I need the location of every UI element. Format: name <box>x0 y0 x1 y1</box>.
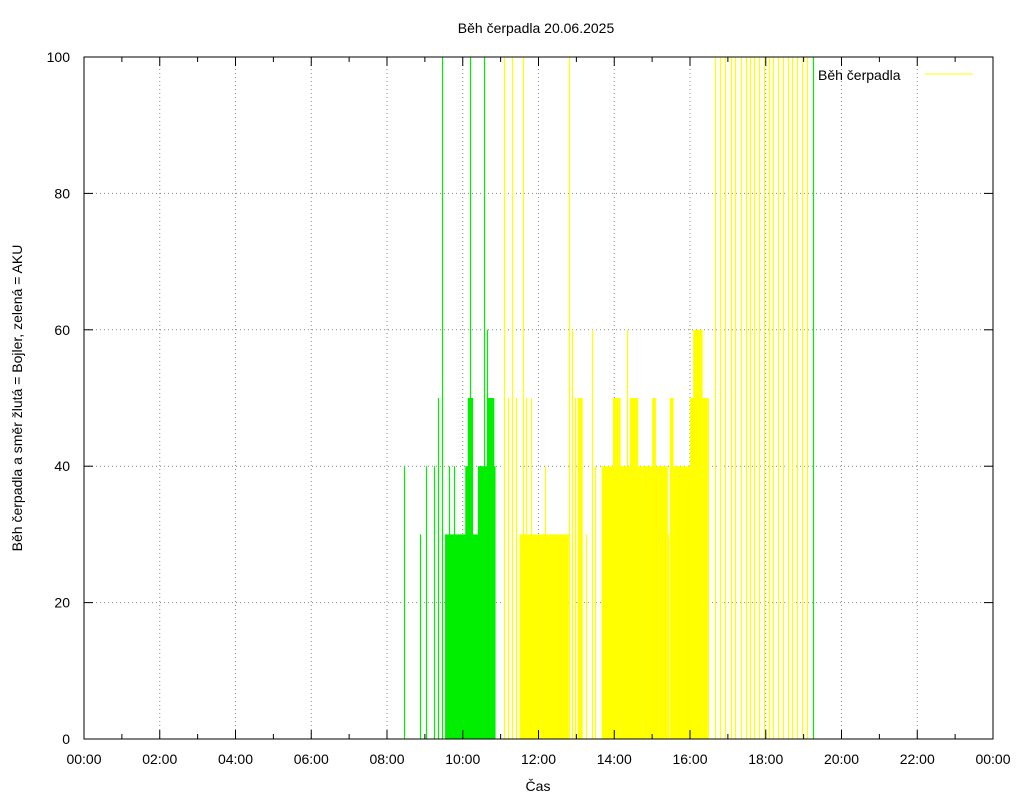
x-tick-label: 00:00 <box>975 751 1010 767</box>
bar-block <box>472 534 482 739</box>
bar-block <box>630 398 639 739</box>
legend-label: Běh čerpadla <box>818 67 901 83</box>
bar-block <box>519 534 542 739</box>
x-tick-label: 04:00 <box>218 751 253 767</box>
legend: Běh čerpadla <box>818 67 973 83</box>
x-tick-label: 12:00 <box>521 751 556 767</box>
x-tick-label: 02:00 <box>142 751 177 767</box>
x-tick-label: 14:00 <box>597 751 632 767</box>
chart-title: Běh čerpadla 20.06.2025 <box>458 20 615 36</box>
x-tick-label: 22:00 <box>900 751 935 767</box>
bar-layer <box>403 57 815 739</box>
x-tick-label: 06:00 <box>294 751 329 767</box>
bar-block <box>488 398 495 739</box>
y-axis-label: Běh čerpadla a směr žlutá = Bojler, zele… <box>9 245 25 552</box>
x-axis-label: Čas <box>526 778 551 794</box>
bar-block <box>658 466 668 739</box>
bar-block <box>541 534 548 739</box>
bar-block <box>673 466 690 739</box>
bar-block <box>459 534 467 739</box>
x-tick-label: 16:00 <box>672 751 707 767</box>
bar-block <box>547 534 569 739</box>
bar-block <box>652 398 656 739</box>
bar-block <box>642 466 659 739</box>
bar-block <box>693 329 703 739</box>
x-tick-label: 08:00 <box>369 751 404 767</box>
tick-layer: 00:00 02:00 04:00 06:00 08:00 10:00 12:00 14:00… <box>47 49 1011 767</box>
bar-block <box>445 534 462 739</box>
y-tick-label: 20 <box>54 595 70 611</box>
x-tick-label: 00:00 <box>66 751 101 767</box>
y-tick-label: 100 <box>47 49 71 65</box>
x-tick-label: 20:00 <box>824 751 859 767</box>
y-tick-label: 40 <box>54 458 70 474</box>
x-tick-label: 10:00 <box>445 751 480 767</box>
x-tick-label: 18:00 <box>748 751 783 767</box>
bar-block <box>612 398 621 739</box>
bar-block <box>601 466 613 739</box>
bar-block <box>669 398 674 739</box>
y-tick-label: 80 <box>54 185 70 201</box>
y-tick-label: 0 <box>62 731 70 747</box>
y-tick-label: 60 <box>54 322 70 338</box>
bar-block <box>702 398 709 739</box>
